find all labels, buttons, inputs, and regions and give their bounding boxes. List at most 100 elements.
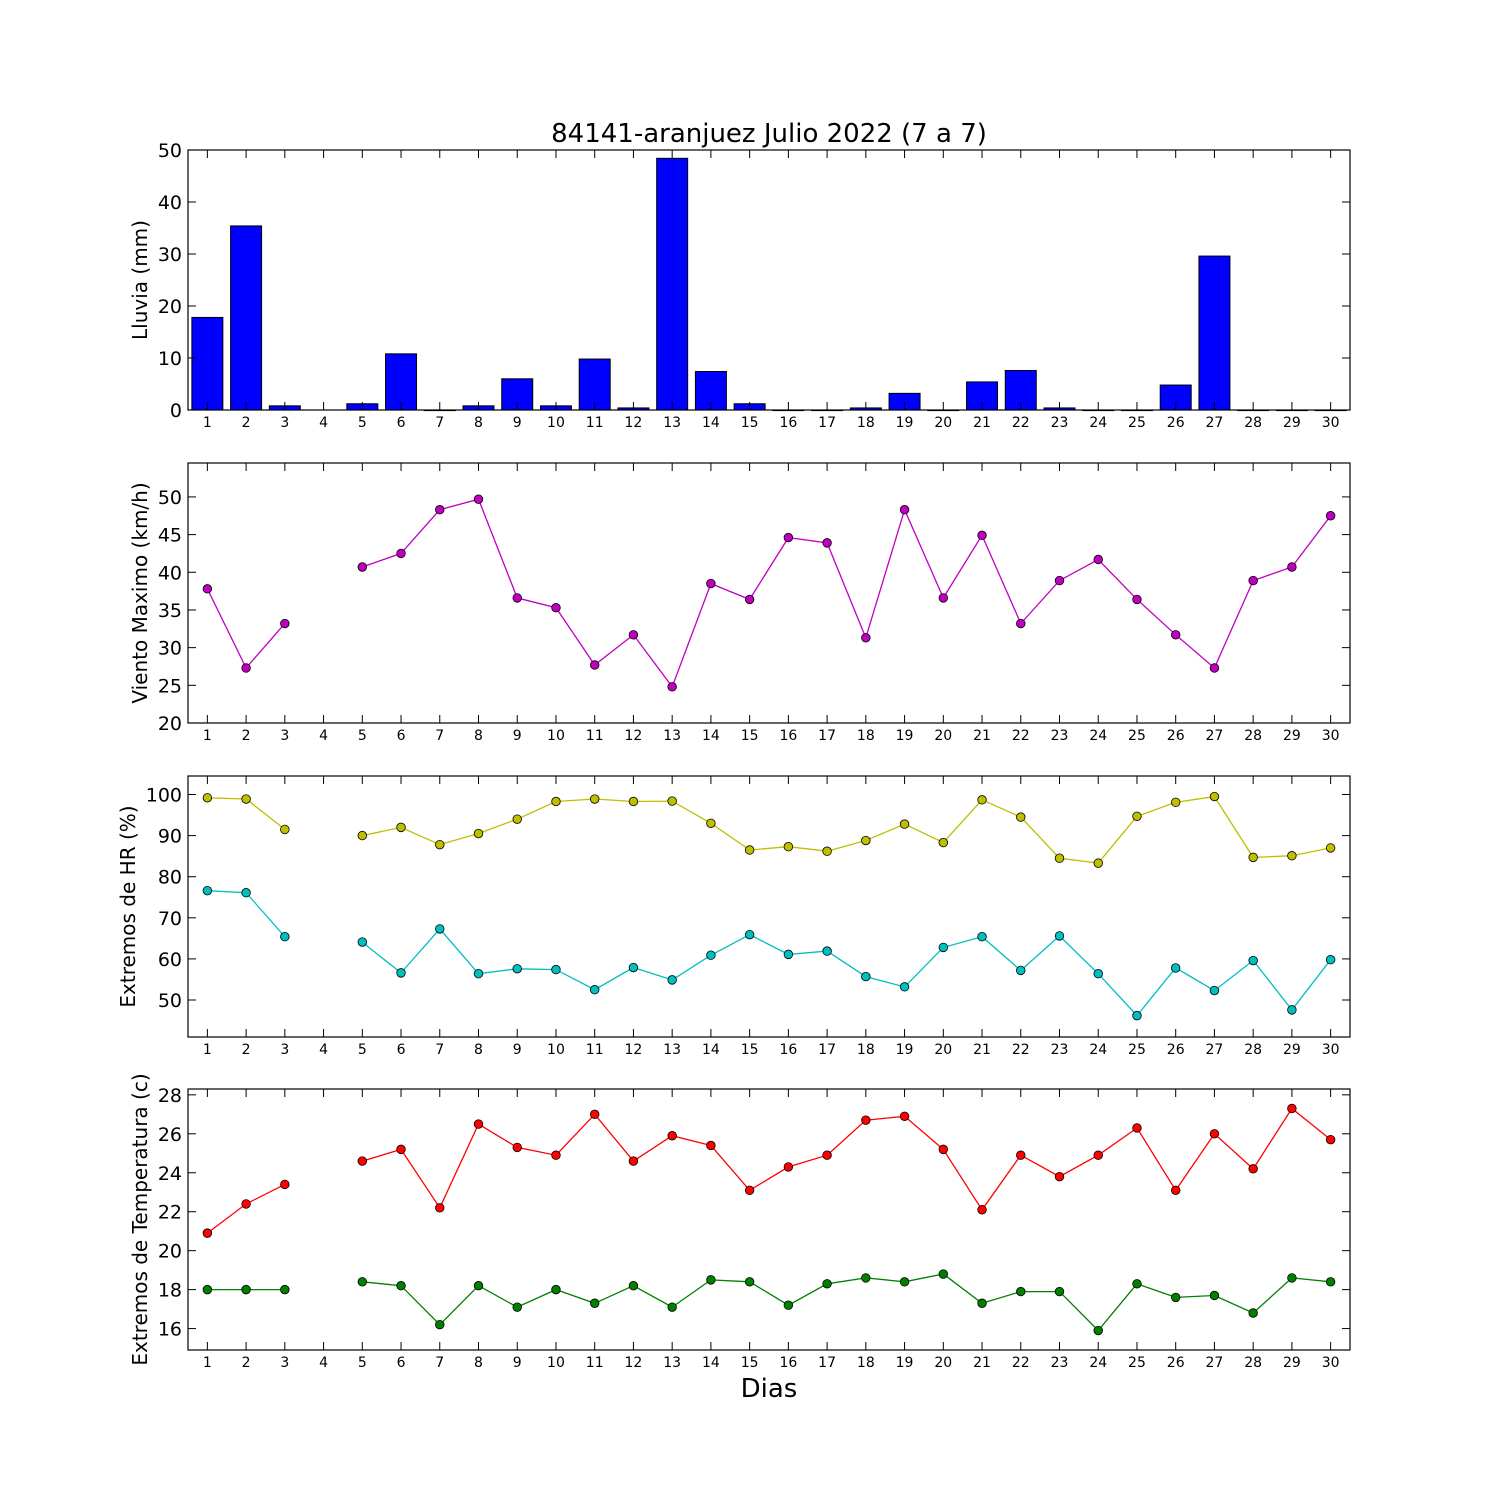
hr-min-point bbox=[512, 964, 522, 974]
hr-min-point bbox=[1054, 931, 1065, 941]
y-tick-label: 24 bbox=[158, 1163, 182, 1185]
x-tick-label: 28 bbox=[1244, 728, 1262, 744]
hr-min-point bbox=[590, 985, 600, 995]
x-tick-label: 11 bbox=[586, 728, 604, 744]
temp-max-line bbox=[362, 1107, 1332, 1211]
hr-min-point bbox=[551, 964, 561, 975]
temp-max-point bbox=[590, 1109, 600, 1120]
temp-max-point bbox=[744, 1185, 755, 1195]
y-axis-label: Lluvia (mm) bbox=[128, 220, 152, 340]
temp-min-point bbox=[1287, 1273, 1297, 1283]
x-tick-label: 29 bbox=[1283, 1042, 1301, 1058]
temp-min-point bbox=[1248, 1308, 1258, 1318]
x-tick-label: 16 bbox=[779, 1042, 797, 1058]
wind-point bbox=[1287, 562, 1297, 572]
hr-min-point bbox=[628, 962, 639, 973]
wind-point bbox=[551, 602, 561, 613]
y-axis-label: Extremos de Temperatura (c) bbox=[128, 1073, 152, 1365]
wind-point bbox=[822, 538, 832, 548]
temp-max-point bbox=[1248, 1164, 1258, 1174]
x-tick-label: 2 bbox=[242, 1355, 251, 1371]
temp-max-point bbox=[706, 1140, 716, 1151]
x-axis-label: Dias bbox=[741, 1374, 798, 1404]
x-tick-label: 2 bbox=[242, 415, 251, 431]
x-tick-label: 22 bbox=[1012, 728, 1030, 744]
y-tick-label: 40 bbox=[158, 562, 182, 584]
temp-max-point bbox=[473, 1119, 484, 1129]
temp-min-point bbox=[783, 1300, 794, 1310]
x-tick-label: 17 bbox=[818, 1355, 836, 1371]
wind-point bbox=[473, 494, 484, 504]
x-tick-label: 5 bbox=[358, 1355, 367, 1371]
x-tick-label: 14 bbox=[702, 415, 720, 431]
wind-point bbox=[706, 578, 716, 589]
x-tick-label: 24 bbox=[1089, 415, 1107, 431]
x-tick-label: 23 bbox=[1051, 415, 1069, 431]
hr-max-point bbox=[1054, 853, 1065, 863]
x-tick-label: 8 bbox=[474, 1355, 483, 1371]
x-tick-label: 27 bbox=[1206, 728, 1224, 744]
x-tick-label: 13 bbox=[663, 1355, 681, 1371]
hr-min-point bbox=[1325, 955, 1336, 965]
hr-min-point bbox=[706, 950, 716, 960]
x-tick-label: 8 bbox=[474, 728, 483, 744]
y-axis-label: Extremos de HR (%) bbox=[116, 805, 140, 1007]
temp-max-point bbox=[551, 1150, 561, 1160]
wind-point bbox=[667, 682, 677, 692]
hr-min-point bbox=[1093, 969, 1103, 979]
y-tick-label: 10 bbox=[158, 348, 182, 370]
y-tick-label: 0 bbox=[170, 400, 182, 422]
x-tick-label: 10 bbox=[547, 1355, 565, 1371]
chart-title: 84141-aranjuez Julio 2022 (7 a 7) bbox=[551, 119, 987, 149]
x-tick-label: 16 bbox=[779, 415, 797, 431]
x-tick-label: 23 bbox=[1051, 1042, 1069, 1058]
hr-max-point bbox=[1209, 791, 1220, 802]
temp-min-point bbox=[1016, 1286, 1026, 1297]
x-tick-label: 4 bbox=[319, 1042, 328, 1058]
x-tick-label: 23 bbox=[1051, 728, 1069, 744]
x-tick-label: 12 bbox=[625, 415, 643, 431]
x-tick-label: 20 bbox=[934, 1355, 952, 1371]
temp-min-point bbox=[1054, 1286, 1065, 1297]
x-tick-label: 28 bbox=[1244, 1355, 1262, 1371]
x-tick-label: 2 bbox=[242, 1042, 251, 1058]
wind-point bbox=[628, 630, 639, 640]
temp-min-point bbox=[1132, 1279, 1142, 1289]
wind-point bbox=[938, 593, 949, 603]
wind-point bbox=[1054, 575, 1065, 586]
x-tick-label: 18 bbox=[857, 1355, 875, 1371]
axes-frame bbox=[187, 462, 1351, 724]
x-tick-label: 28 bbox=[1244, 1042, 1262, 1058]
x-tick-label: 3 bbox=[280, 415, 289, 431]
temp-max-point bbox=[977, 1205, 987, 1215]
y-tick-label: 90 bbox=[158, 826, 182, 848]
x-tick-label: 6 bbox=[397, 1042, 406, 1058]
temp-max-point bbox=[667, 1131, 677, 1141]
x-tick-label: 25 bbox=[1128, 1355, 1146, 1371]
x-tick-label: 7 bbox=[435, 1042, 444, 1058]
x-tick-label: 22 bbox=[1012, 1355, 1030, 1371]
x-tick-label: 10 bbox=[547, 415, 565, 431]
wind-point bbox=[1170, 630, 1181, 640]
hr-max-point bbox=[938, 837, 949, 848]
x-tick-label: 8 bbox=[474, 1042, 483, 1058]
wind-point bbox=[1209, 663, 1220, 673]
wind-line bbox=[206, 588, 286, 670]
y-axis-label: Viento Maximo (km/h) bbox=[128, 482, 152, 703]
hr-max-point bbox=[861, 835, 871, 846]
x-tick-label: 11 bbox=[586, 1355, 604, 1371]
x-tick-label: 13 bbox=[663, 1042, 681, 1058]
hr-max-point bbox=[667, 796, 677, 806]
wind-point bbox=[280, 618, 290, 629]
y-tick-label: 100 bbox=[146, 784, 182, 806]
y-tick-label: 20 bbox=[158, 1241, 182, 1263]
rain-bar bbox=[385, 353, 418, 411]
temp-max-point bbox=[1325, 1134, 1336, 1145]
temp-max-point bbox=[202, 1228, 213, 1238]
hr-max-point bbox=[551, 796, 561, 807]
y-tick-label: 70 bbox=[158, 908, 182, 930]
temp-min-point bbox=[512, 1302, 522, 1312]
